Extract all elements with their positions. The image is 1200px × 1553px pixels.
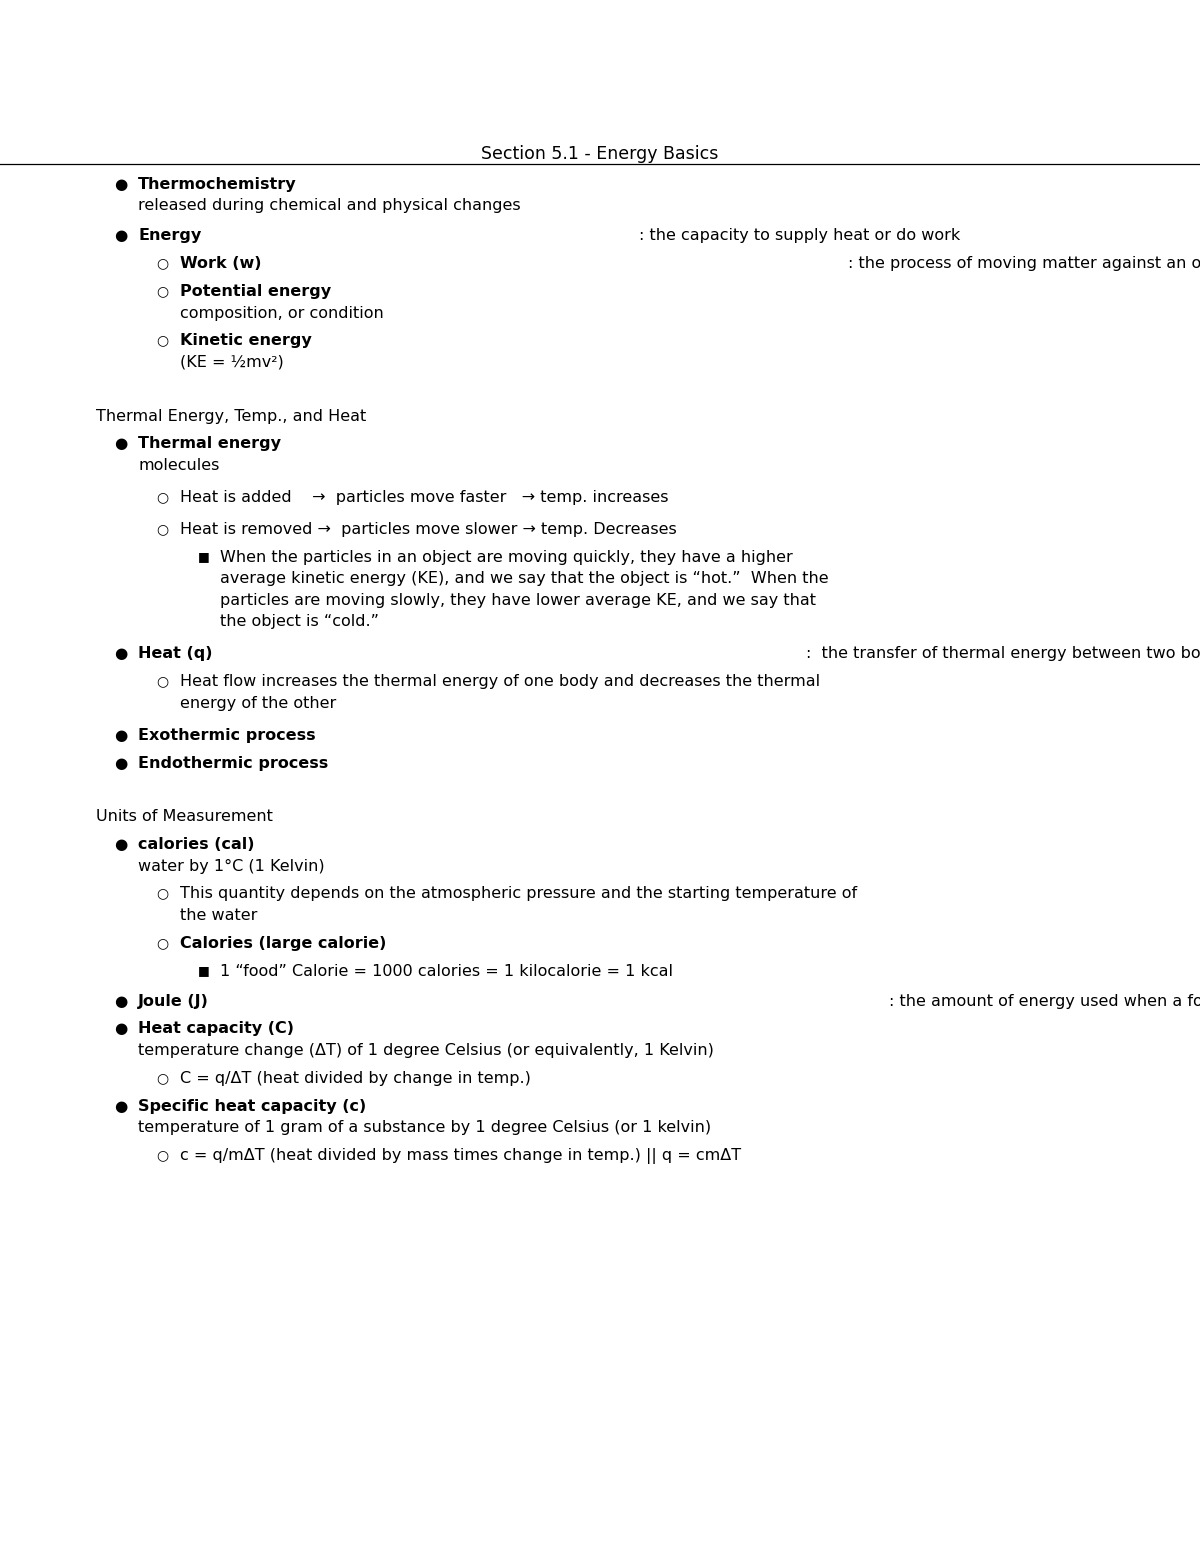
Text: Calories (large calorie): Calories (large calorie) [180,936,386,950]
Text: ●: ● [114,1098,127,1114]
Text: Section 5.1 - Energy Basics: Section 5.1 - Energy Basics [481,144,719,163]
Text: : the capacity to supply heat or do work: : the capacity to supply heat or do work [638,228,960,244]
Text: Joule (J): Joule (J) [138,994,209,1008]
Text: Specific heat capacity (c): Specific heat capacity (c) [138,1098,366,1114]
Text: ○: ○ [156,887,168,901]
Text: Work (w): Work (w) [180,256,262,272]
Text: Potential energy: Potential energy [180,284,331,300]
Text: temperature of 1 gram of a substance by 1 degree Celsius (or 1 kelvin): temperature of 1 gram of a substance by … [138,1120,712,1135]
Text: ○: ○ [156,334,168,348]
Text: ●: ● [114,177,127,193]
Text: ●: ● [114,228,127,244]
Text: the water: the water [180,909,257,922]
Text: ■: ■ [198,963,210,977]
Text: ■: ■ [198,550,210,562]
Text: Heat (q): Heat (q) [138,646,212,662]
Text: ●: ● [114,1022,127,1036]
Text: ●: ● [114,837,127,853]
Text: ●: ● [114,728,127,742]
Text: ○: ○ [156,1070,168,1084]
Text: the object is “cold.”: the object is “cold.” [220,615,379,629]
Text: Heat is added    →  particles move faster   → temp. increases: Heat is added → particles move faster → … [180,489,668,505]
Text: calories (cal): calories (cal) [138,837,254,853]
Text: Exothermic process: Exothermic process [138,728,316,742]
Text: c = q/mΔT (heat divided by mass times change in temp.) || q = cmΔT: c = q/mΔT (heat divided by mass times ch… [180,1148,742,1163]
Text: energy of the other: energy of the other [180,696,336,711]
Text: :  the transfer of thermal energy between two bodies at different temperatures: : the transfer of thermal energy between… [805,646,1200,662]
Text: ●: ● [114,756,127,770]
Text: ●: ● [114,994,127,1008]
Text: ●: ● [114,646,127,662]
Text: average kinetic energy (KE), and we say that the object is “hot.”  When the: average kinetic energy (KE), and we say … [220,572,828,587]
Text: Heat is removed →  particles move slower → temp. Decreases: Heat is removed → particles move slower … [180,522,677,537]
Text: Thermal Energy, Temp., and Heat: Thermal Energy, Temp., and Heat [96,408,366,424]
Text: temperature change (ΔT) of 1 degree Celsius (or equivalently, 1 Kelvin): temperature change (ΔT) of 1 degree Cels… [138,1044,714,1058]
Text: ○: ○ [156,936,168,950]
Text: Heat flow increases the thermal energy of one body and decreases the thermal: Heat flow increases the thermal energy o… [180,674,820,690]
Text: : the process of moving matter against an opposing force: : the process of moving matter against a… [847,256,1200,272]
Text: composition, or condition: composition, or condition [180,306,384,320]
Text: (KE = ½mv²): (KE = ½mv²) [180,356,283,370]
Text: When the particles in an object are moving quickly, they have a higher: When the particles in an object are movi… [220,550,792,565]
Text: ○: ○ [156,489,168,503]
Text: released during chemical and physical changes: released during chemical and physical ch… [138,199,521,213]
Text: This quantity depends on the atmospheric pressure and the starting temperature o: This quantity depends on the atmospheric… [180,887,857,901]
Text: Kinetic energy: Kinetic energy [180,334,312,348]
Text: particles are moving slowly, they have lower average KE, and we say that: particles are moving slowly, they have l… [220,593,816,607]
Text: Heat capacity (C): Heat capacity (C) [138,1022,294,1036]
Text: molecules: molecules [138,458,220,472]
Text: 1 “food” Calorie = 1000 calories = 1 kilocalorie = 1 kcal: 1 “food” Calorie = 1000 calories = 1 kil… [220,963,673,978]
Text: ○: ○ [156,1148,168,1162]
Text: ○: ○ [156,284,168,298]
Text: ●: ● [114,436,127,452]
Text: : the amount of energy used when a force of 1 newton moves an object 1 meter: : the amount of energy used when a force… [889,994,1200,1008]
Text: Energy: Energy [138,228,202,244]
Text: Endothermic process: Endothermic process [138,756,329,770]
Text: water by 1°C (1 Kelvin): water by 1°C (1 Kelvin) [138,859,325,874]
Text: Thermal energy: Thermal energy [138,436,281,452]
Text: Thermochemistry: Thermochemistry [138,177,296,193]
Text: ○: ○ [156,674,168,688]
Text: ○: ○ [156,522,168,536]
Text: C = q/ΔT (heat divided by change in temp.): C = q/ΔT (heat divided by change in temp… [180,1070,530,1086]
Text: ○: ○ [156,256,168,270]
Text: Units of Measurement: Units of Measurement [96,809,272,825]
